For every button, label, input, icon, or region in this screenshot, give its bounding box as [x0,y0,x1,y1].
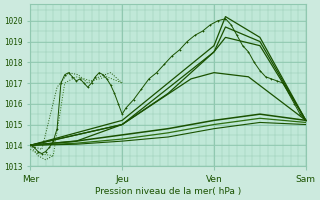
X-axis label: Pression niveau de la mer( hPa ): Pression niveau de la mer( hPa ) [95,187,241,196]
